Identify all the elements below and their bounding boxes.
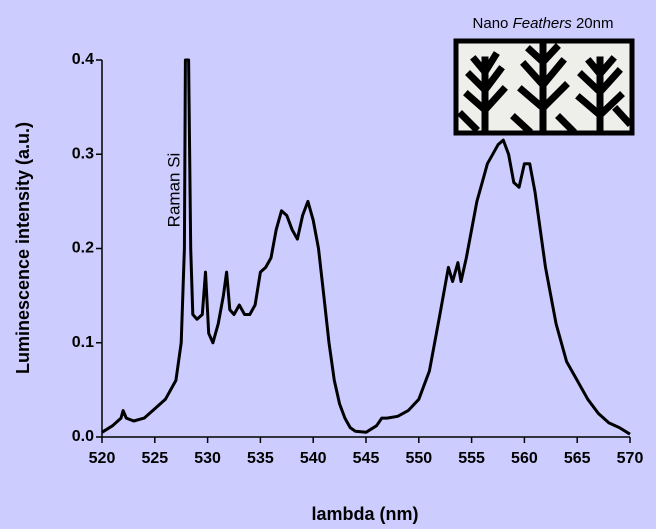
x-tick-label: 560 — [511, 450, 538, 467]
x-tick-label: 530 — [194, 450, 221, 467]
inset-image — [453, 38, 635, 136]
x-tick-label: 565 — [564, 450, 591, 467]
y-tick-label: 0.2 — [72, 240, 94, 257]
x-tick-label: 545 — [353, 450, 380, 467]
x-tick-label: 570 — [617, 450, 644, 467]
y-axis-label: Luminescence intensity (a.u.) — [13, 122, 33, 374]
inset-label-part: 20nm — [576, 15, 614, 32]
inset-label-part: Nano — [473, 15, 509, 32]
x-tick-label: 525 — [141, 450, 168, 467]
x-tick-label: 535 — [247, 450, 274, 467]
y-tick-label: 0.3 — [72, 145, 94, 162]
y-tick-label: 0.4 — [72, 51, 94, 68]
x-tick-label: 550 — [405, 450, 432, 467]
x-axis-label: lambda (nm) — [311, 504, 418, 524]
annotation: Raman Si — [164, 153, 183, 228]
inset-label-part: Feathers — [513, 15, 573, 32]
y-tick-label: 0.0 — [72, 428, 94, 445]
x-tick-label: 555 — [458, 450, 485, 467]
y-tick-label: 0.1 — [72, 334, 94, 351]
spectrum-line — [101, 58, 631, 436]
inset-label: Nano Feathers 20nm — [473, 15, 614, 32]
x-tick-label: 540 — [300, 450, 327, 467]
x-tick-label: 520 — [89, 450, 116, 467]
